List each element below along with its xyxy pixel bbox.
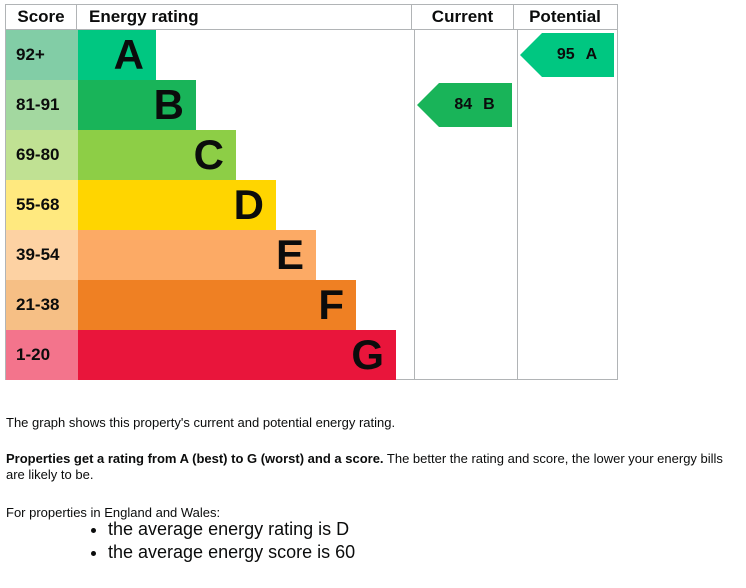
column-divider [517,30,518,380]
potential-score: 95 [556,46,575,63]
band-bar: B [78,80,196,130]
band-bar: C [78,130,236,180]
band-bar-area: C [78,130,414,180]
band-letter: A [113,31,144,78]
band-bar-area: A [78,30,414,80]
current-rating-arrow: 84 B [417,83,512,127]
band-score-cell: 92+ [6,30,78,80]
graph-description: The graph shows this property's current … [6,415,396,430]
band-bar: D [78,180,276,230]
band-row-b: 81-91 B [6,80,617,130]
average-stats-list: the average energy rating is D the avera… [66,518,355,564]
band-bar: E [78,230,316,280]
band-score-cell: 1-20 [6,330,78,380]
rating-explanation: Properties get a rating from A (best) to… [6,451,724,483]
band-score-cell: 55-68 [6,180,78,230]
band-row-f: 21-38 F [6,280,617,330]
rating-explanation-rest: The better the rating and score, the low… [6,451,723,482]
band-bar-area: D [78,180,414,230]
band-score-cell: 81-91 [6,80,78,130]
band-bar: G [78,330,396,380]
band-letter: F [318,281,344,328]
band-row-d: 55-68 D [6,180,617,230]
band-score-cell: 69-80 [6,130,78,180]
header-current: Current [412,5,514,29]
region-note: For properties in England and Wales: [6,505,221,520]
current-letter: B [483,96,495,113]
band-bar-area: G [78,330,414,380]
header-energy-rating: Energy rating [77,5,412,29]
rating-explanation-bold: Properties get a rating from A (best) to… [6,451,384,466]
band-letter: D [233,181,264,228]
potential-letter: A [585,46,598,63]
band-score-cell: 39-54 [6,230,78,280]
band-bar-area: F [78,280,414,330]
header-potential: Potential [529,7,601,26]
band-row-c: 69-80 C [6,130,617,180]
band-letter: B [153,81,184,128]
header-score: Score [6,5,77,29]
band-bar-area: B [78,80,414,130]
current-score: 84 [454,96,473,113]
band-bar-area: E [78,230,414,280]
band-letter: E [275,231,304,278]
average-score-item: the average energy score is 60 [108,541,355,564]
band-letter: C [193,131,224,178]
chart-body: 92+ A 81-91 B 69-80 [6,30,617,380]
band-bar: F [78,280,356,330]
band-row-g: 1-20 G [6,330,617,380]
potential-rating-arrow: 95 A [520,33,614,77]
chart-header-row: Score Energy rating Current Potential [6,5,617,30]
band-row-e: 39-54 E [6,230,617,280]
band-score-cell: 21-38 [6,280,78,330]
band-letter: G [351,331,384,378]
band-bar: A [78,30,156,80]
average-rating-item: the average energy rating is D [108,518,355,541]
column-divider [414,30,415,380]
band-row-a: 92+ A [6,30,617,80]
epc-rating-chart: Score Energy rating Current Potential 92… [5,4,618,380]
